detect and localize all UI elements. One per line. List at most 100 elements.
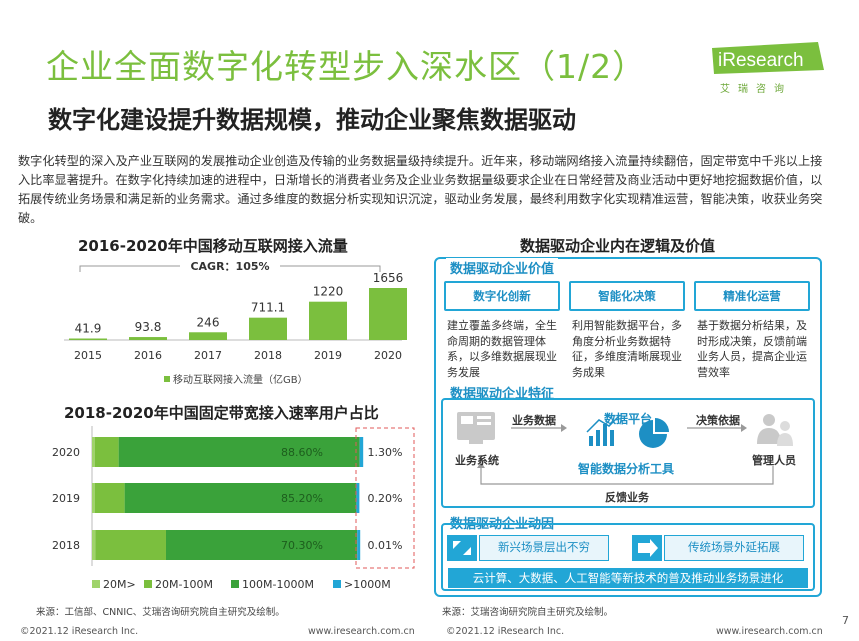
- iresearch-logo: iResearch 艾瑞咨询: [708, 40, 828, 100]
- x-tick-label: 2019: [314, 349, 342, 362]
- logo-tagline: 艾瑞咨询: [720, 84, 792, 95]
- arrow-icon: [687, 424, 747, 432]
- left-source: 来源：工信部、CNNIC、艾瑞咨询研究院自主研究及绘制。: [36, 607, 285, 618]
- segment->1000M: [359, 437, 364, 467]
- business-data-label: 业务数据: [512, 414, 556, 427]
- card-body-operation: 基于数据分析结果，及时形成决策，反馈前端业务人员，提高企业运营效率: [697, 319, 807, 379]
- outer-value-label: 0.20%: [368, 492, 403, 505]
- legend-swatch: [92, 580, 100, 588]
- segment-value-label: 70.30%: [281, 539, 323, 552]
- right-panel-title: 数据驱动企业内在逻辑及价值: [520, 237, 716, 255]
- segment-100M-1000M: [124, 483, 357, 513]
- manager-icon: [757, 414, 793, 446]
- decision-basis-label: 决策依据: [696, 414, 740, 427]
- segment-20M-100M: [95, 530, 166, 560]
- bar-2018: [249, 317, 287, 340]
- bar-value-label: 93.8: [135, 320, 162, 334]
- cagr-label: CAGR：105%: [190, 260, 269, 273]
- x-tick-label: 2017: [194, 349, 222, 362]
- managers-label: 管理人员: [752, 454, 796, 467]
- y-tick-label: 2020: [52, 446, 80, 459]
- intro-paragraph: 数字化转型的深入及产业互联网的发展推动企业创造及传输的业务数据量级持续提升。近年…: [18, 154, 823, 225]
- legend-swatch: [144, 580, 152, 588]
- segment-20M>: [92, 483, 95, 513]
- bar-2019: [309, 301, 347, 340]
- card-head-operation: 精准化运营: [694, 281, 810, 311]
- driver-banner: 云计算、大数据、人工智能等新技术的普及推动业务场景进化: [448, 568, 808, 588]
- legend-label: 100M-1000M: [242, 578, 314, 591]
- pie-chart-icon: [639, 418, 669, 448]
- bar-value-label: 1656: [373, 271, 404, 285]
- x-tick-label: 2016: [134, 349, 162, 362]
- x-tick-label: 2018: [254, 349, 282, 362]
- segment-20M-100M: [94, 437, 119, 467]
- outer-value-label: 0.01%: [368, 539, 403, 552]
- card-head-decision: 智能化决策: [569, 281, 685, 311]
- legend-label: >1000M: [344, 578, 391, 591]
- segment-100M-1000M: [165, 530, 358, 560]
- highlight-box: [355, 427, 415, 569]
- bar-value-label: 41.9: [75, 322, 102, 336]
- bar-2020: [369, 288, 407, 340]
- chart1-legend: 移动互联网接入流量（亿GB）: [164, 373, 308, 386]
- y-tick-label: 2019: [52, 492, 80, 505]
- business-system-icon: [457, 412, 495, 444]
- card-head-innovation: 数字化创新: [444, 281, 560, 311]
- feedback-label: 反馈业务: [602, 489, 652, 505]
- logo-text: iResearch: [718, 50, 804, 71]
- expand-arrows-icon: [453, 541, 471, 555]
- feedback-arrow-icon: [477, 462, 774, 485]
- bar-value-label: 246: [197, 315, 220, 329]
- copyright-left: ©2021.12 iResearch Inc.: [20, 626, 139, 637]
- driver-section: [441, 523, 815, 591]
- chart2-legend: 20M> 20M-100M 100M-1000M >1000M: [92, 578, 391, 591]
- feature-diagram: [457, 412, 793, 485]
- x-tick-label: 2020: [374, 349, 402, 362]
- legend-swatch: [164, 376, 170, 382]
- cagr-bracket: CAGR：105%: [79, 260, 381, 273]
- broadband-speed-chart: 2020 88.60% 1.30% 2019 85.20% 0.20% 2018 70.30%…: [52, 426, 415, 591]
- logic-panel: [434, 257, 822, 597]
- analysis-tool-label: 智能数据分析工具: [578, 462, 675, 476]
- feature-section: [441, 398, 815, 508]
- mobile-traffic-chart: CAGR：105% 41.9 2015 93.8 2016 246 2017 711.1 20…: [64, 260, 407, 386]
- business-system-label: 业务系统: [455, 454, 499, 467]
- card-body-decision: 利用智能数据平台，多角度分析业务数据特征，多维度清晰展现业务成果: [572, 319, 682, 379]
- segment-value-label: 85.20%: [281, 492, 323, 505]
- bar-2016: [129, 337, 167, 340]
- copyright-right: ©2021.12 iResearch Inc.: [446, 626, 565, 637]
- bar-2015: [69, 338, 107, 340]
- page-number: 7: [842, 614, 849, 627]
- old-scene-tag: 传统场景外延拓展: [664, 535, 804, 561]
- value-section-label: 数据驱动企业价值: [446, 258, 559, 277]
- url-left[interactable]: www.iresearch.com.cn: [308, 626, 415, 637]
- card-body-innovation: 建立覆盖多终端，全生命周期的数据管理体系，以多维数据展现业务发展: [447, 319, 557, 379]
- segment-100M-1000M: [118, 437, 360, 467]
- logo-mark: iResearch: [712, 42, 824, 74]
- new-scene-tag: 新兴场景层出不穷: [479, 535, 609, 561]
- segment-20M>: [92, 437, 95, 467]
- outer-value-label: 1.30%: [368, 446, 403, 459]
- legend-label: 20M-100M: [155, 578, 213, 591]
- segment->1000M: [356, 483, 360, 513]
- page-subtitle: 数字化建设提升数据规模，推动企业聚焦数据驱动: [48, 106, 576, 134]
- x-tick-label: 2015: [74, 349, 102, 362]
- expand-icon: [447, 535, 477, 561]
- arrow-icon: [511, 424, 567, 432]
- segment->1000M: [357, 530, 361, 560]
- right-source: 来源：艾瑞咨询研究院自主研究及绘制。: [442, 607, 614, 618]
- page-title: 企业全面数字化转型步入深水区（1/2）: [46, 47, 647, 86]
- legend-label: 移动互联网接入流量（亿GB）: [173, 373, 308, 386]
- data-platform-label: 数据平台: [604, 412, 653, 426]
- bar-value-label: 1220: [313, 285, 344, 299]
- url-right[interactable]: www.iresearch.com.cn: [716, 626, 823, 637]
- y-tick-label: 2018: [52, 539, 80, 552]
- chart2-title: 2018-2020年中国固定带宽接入速率用户占比: [64, 404, 379, 422]
- chart1-title: 2016-2020年中国移动互联网接入流量: [78, 237, 348, 255]
- bar-chart-icon: [586, 415, 620, 446]
- legend-label: 20M>: [103, 578, 136, 591]
- bar-value-label: 711.1: [251, 301, 285, 315]
- bar-2017: [189, 332, 227, 340]
- segment-20M-100M: [94, 483, 125, 513]
- extend-arrow-icon: [638, 539, 658, 557]
